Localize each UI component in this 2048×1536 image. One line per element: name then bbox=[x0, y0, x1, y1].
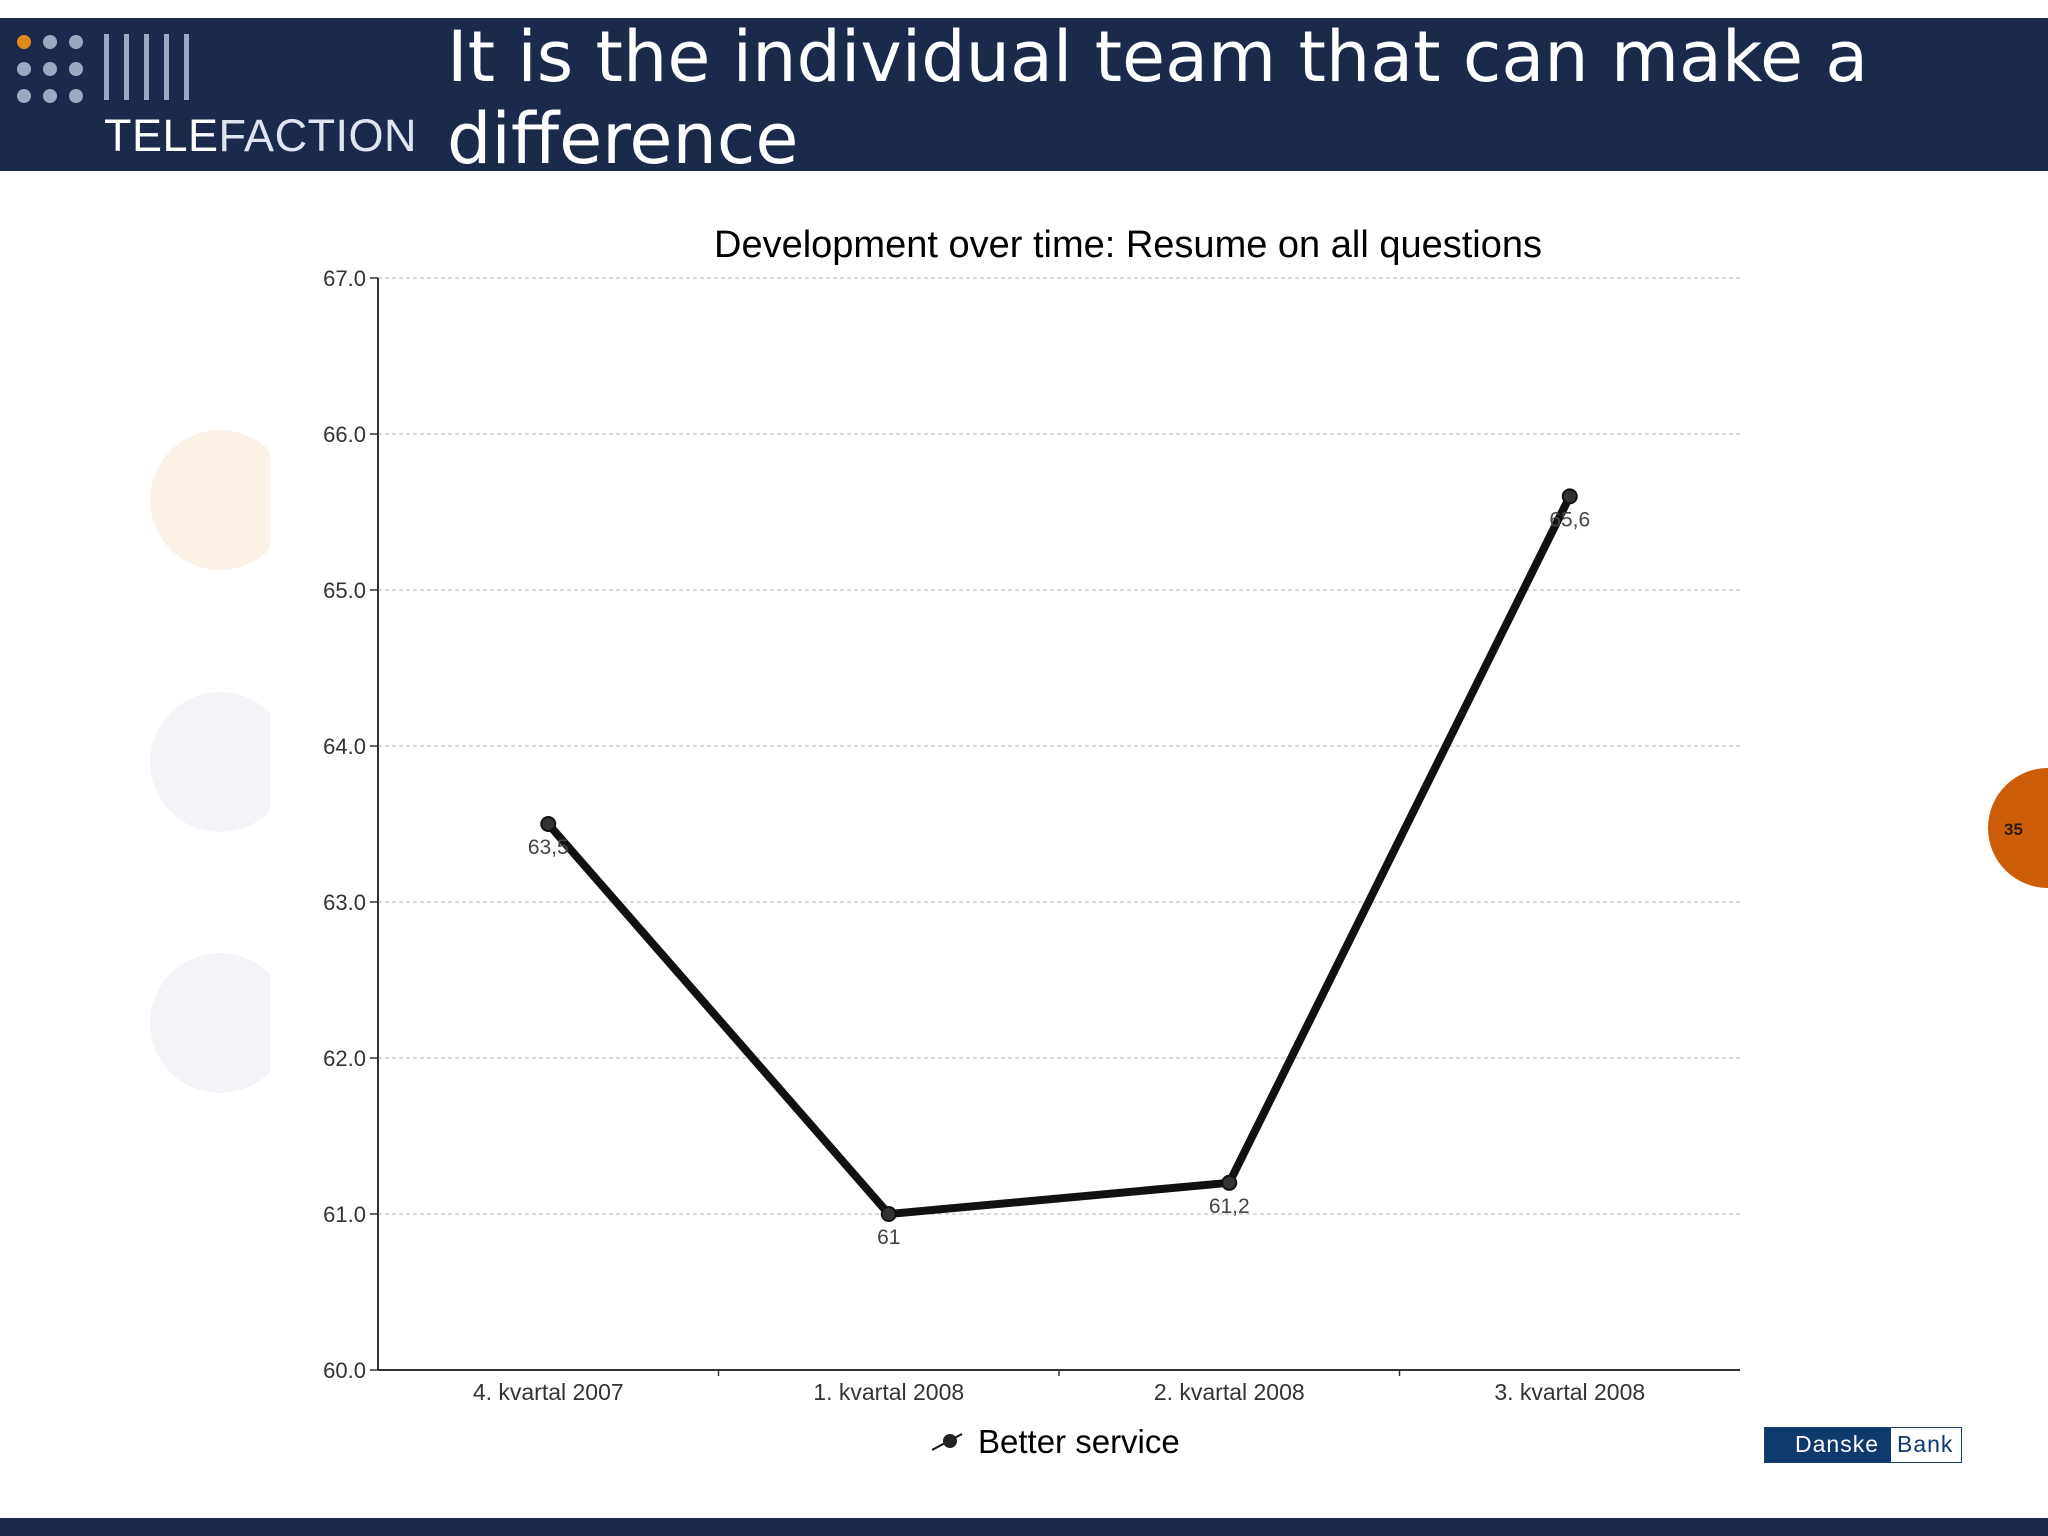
data-point bbox=[880, 1206, 897, 1222]
data-point bbox=[1221, 1174, 1238, 1191]
logo-bar bbox=[104, 34, 109, 100]
data-label: 63,5 bbox=[528, 836, 569, 859]
x-tick-label: 2. kvartal 2008 bbox=[1154, 1379, 1305, 1405]
legend-label: Better service bbox=[978, 1423, 1180, 1460]
data-label: 61,2 bbox=[1209, 1195, 1250, 1218]
bank-logo-part1: Danske bbox=[1765, 1428, 1891, 1462]
logo-dot bbox=[17, 89, 31, 103]
decorative-circle bbox=[150, 430, 290, 570]
logo-dot bbox=[43, 35, 57, 49]
x-tick-label: 1. kvartal 2008 bbox=[813, 1379, 964, 1405]
brand-part2: FACTION bbox=[218, 110, 418, 161]
logo-dot bbox=[69, 62, 83, 76]
logo-dot bbox=[17, 35, 31, 49]
brand-part1: TELE bbox=[104, 110, 219, 161]
gridlines bbox=[378, 277, 1740, 1371]
decoration-mask bbox=[270, 400, 370, 1160]
slide-title: It is the individual team that can make … bbox=[447, 16, 1869, 180]
page-number: 35 bbox=[2004, 820, 2023, 839]
legend-marker-icon bbox=[931, 1433, 963, 1451]
y-tick-label: 62.0 bbox=[323, 1046, 366, 1071]
x-tick-label: 3. kvartal 2008 bbox=[1494, 1379, 1645, 1405]
axes: 60.0 61.0 62.0 63.0 64.0 65.0 66.0 67.0 4. kvart… bbox=[323, 266, 1740, 1405]
y-tick-label: 65.0 bbox=[323, 578, 366, 603]
line-chart: Development over time: Resume on all que… bbox=[323, 224, 1740, 1405]
logo-bar bbox=[144, 34, 149, 100]
y-tick-label: 60.0 bbox=[323, 1358, 366, 1383]
logo-bar bbox=[164, 34, 169, 100]
data-label: 65,6 bbox=[1549, 508, 1590, 531]
series-better-service: 63,5 61 61,2 65,6 bbox=[528, 488, 1590, 1249]
decorative-circle bbox=[150, 692, 290, 832]
logo-dot bbox=[69, 89, 83, 103]
y-tick-label: 67.0 bbox=[323, 266, 366, 291]
data-label: 61 bbox=[877, 1226, 900, 1249]
brand-wordmark: TELEFACTION bbox=[104, 110, 417, 162]
chart-legend: Better service bbox=[930, 1420, 1180, 1464]
y-tick-label: 66.0 bbox=[323, 422, 366, 447]
data-point bbox=[540, 816, 557, 832]
data-point bbox=[1561, 488, 1578, 505]
danske-bank-logo: Danske Bank bbox=[1764, 1427, 1963, 1463]
y-tick-label: 63.0 bbox=[323, 890, 366, 915]
logo-dot bbox=[17, 62, 31, 76]
bottom-bar bbox=[0, 1518, 2048, 1536]
y-tick-label: 61.0 bbox=[323, 1202, 366, 1227]
logo-bar bbox=[124, 34, 129, 100]
logo-bar bbox=[184, 34, 189, 100]
logo-dot bbox=[43, 89, 57, 103]
series-line bbox=[544, 492, 1574, 1218]
logo-dot bbox=[69, 35, 83, 49]
chart-title: Development over time: Resume on all que… bbox=[714, 224, 1542, 266]
top-strip bbox=[0, 0, 2048, 18]
decorative-circle bbox=[150, 953, 290, 1093]
telefaction-logo bbox=[17, 34, 189, 103]
y-tick-label: 64.0 bbox=[323, 734, 366, 759]
slide-header bbox=[0, 18, 2048, 171]
logo-dot bbox=[43, 62, 57, 76]
bank-logo-part2: Bank bbox=[1890, 1428, 1962, 1462]
x-tick-label: 4. kvartal 2007 bbox=[473, 1379, 624, 1405]
